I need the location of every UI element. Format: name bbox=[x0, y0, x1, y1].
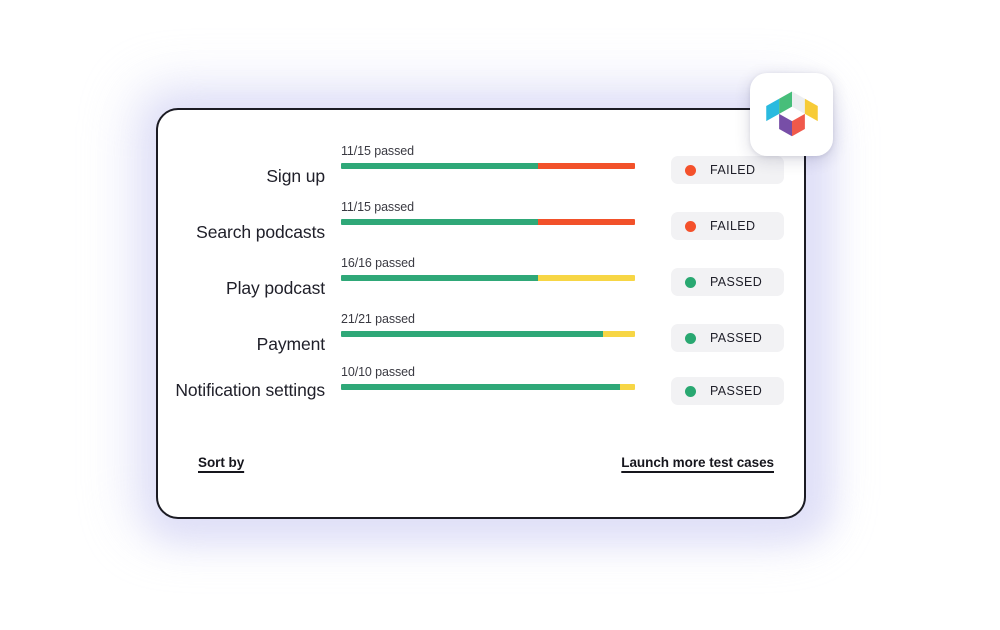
progress-segment-warn bbox=[602, 331, 635, 337]
test-run-label: Play podcast bbox=[226, 278, 325, 298]
progress-segment-pass bbox=[341, 331, 603, 337]
progress-segment-fail bbox=[537, 219, 635, 225]
progress-segment-warn bbox=[537, 275, 635, 281]
progress-segment-pass bbox=[341, 163, 538, 169]
status-badge-label: PASSED bbox=[710, 275, 763, 289]
test-run-row: Payment 21/21 passed PASSED bbox=[158, 312, 804, 354]
test-run-progress: 11/15 passed bbox=[341, 200, 635, 225]
test-run-row: Notification settings 10/10 passed PASSED bbox=[158, 365, 804, 405]
status-badge[interactable]: PASSED bbox=[671, 377, 784, 405]
test-run-progress: 11/15 passed bbox=[341, 144, 635, 169]
status-dot-icon bbox=[685, 220, 696, 232]
progress-bar bbox=[341, 384, 635, 390]
status-badge[interactable]: FAILED bbox=[671, 212, 784, 240]
test-run-progress: 10/10 passed bbox=[341, 365, 635, 390]
status-dot-icon bbox=[685, 276, 696, 288]
test-run-label: Notification settings bbox=[175, 380, 325, 400]
test-run-row: Sign up 11/15 passed FAILED bbox=[158, 144, 804, 186]
hexagon-flower-logo-icon bbox=[764, 87, 820, 143]
app-logo-badge bbox=[750, 73, 833, 156]
card-footer: Sort by Launch more test cases bbox=[158, 455, 804, 495]
progress-caption: 16/16 passed bbox=[341, 256, 415, 270]
status-badge[interactable]: FAILED bbox=[671, 156, 784, 184]
status-badge-label: FAILED bbox=[710, 163, 756, 177]
status-badge[interactable]: PASSED bbox=[671, 324, 784, 352]
status-dot-icon bbox=[685, 332, 696, 344]
test-run-progress: 16/16 passed bbox=[341, 256, 635, 281]
test-run-label: Search podcasts bbox=[196, 222, 325, 242]
status-badge-label: PASSED bbox=[710, 331, 763, 345]
test-run-row: Play podcast 16/16 passed PASSED bbox=[158, 256, 804, 298]
progress-caption: 11/15 passed bbox=[341, 200, 414, 214]
progress-bar bbox=[341, 331, 635, 337]
status-badge-label: FAILED bbox=[710, 219, 756, 233]
test-results-card: Sign up 11/15 passed FAILED Search podcasts… bbox=[156, 108, 806, 519]
test-run-progress: 21/21 passed bbox=[341, 312, 635, 337]
progress-bar bbox=[341, 219, 635, 225]
launch-more-test-cases-link[interactable]: Launch more test cases bbox=[621, 455, 774, 470]
progress-caption: 21/21 passed bbox=[341, 312, 415, 326]
test-run-row: Search podcasts 11/15 passed FAILED bbox=[158, 200, 804, 242]
status-badge-label: PASSED bbox=[710, 384, 763, 398]
progress-caption: 10/10 passed bbox=[341, 365, 415, 379]
progress-bar bbox=[341, 275, 635, 281]
sort-by-link[interactable]: Sort by bbox=[198, 455, 245, 470]
progress-segment-fail bbox=[537, 163, 635, 169]
progress-segment-warn bbox=[620, 384, 635, 390]
status-badge[interactable]: PASSED bbox=[671, 268, 784, 296]
status-dot-icon bbox=[685, 164, 696, 176]
status-dot-icon bbox=[685, 385, 696, 397]
progress-caption: 11/15 passed bbox=[341, 144, 414, 158]
progress-segment-pass bbox=[341, 219, 538, 225]
test-run-label: Sign up bbox=[266, 166, 325, 186]
test-run-label: Payment bbox=[256, 334, 325, 354]
progress-bar bbox=[341, 163, 635, 169]
progress-segment-pass bbox=[341, 384, 621, 390]
progress-segment-pass bbox=[341, 275, 538, 281]
